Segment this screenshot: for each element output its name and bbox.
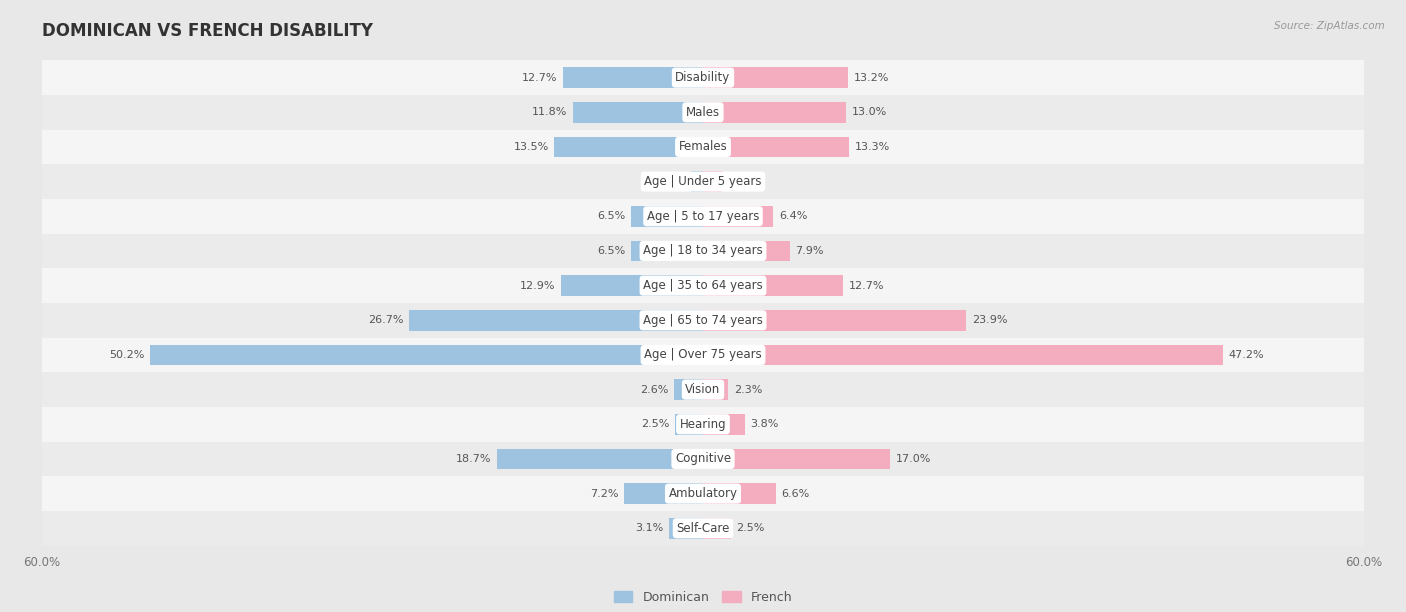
Text: Disability: Disability (675, 71, 731, 84)
Bar (554, 136, 703, 157)
Text: 13.5%: 13.5% (513, 142, 548, 152)
Bar (703, 136, 849, 157)
Text: 17.0%: 17.0% (896, 454, 931, 464)
Bar (498, 449, 703, 469)
Text: Age | 35 to 64 years: Age | 35 to 64 years (643, 279, 763, 292)
Text: 7.9%: 7.9% (796, 246, 824, 256)
Text: 13.3%: 13.3% (855, 142, 890, 152)
Bar (564, 67, 703, 88)
Bar (42, 234, 1364, 268)
Bar (703, 102, 846, 122)
Text: 18.7%: 18.7% (456, 454, 492, 464)
Bar (150, 345, 703, 365)
Bar (42, 268, 1364, 303)
Text: Vision: Vision (685, 383, 721, 396)
Text: Ambulatory: Ambulatory (668, 487, 738, 500)
Bar (42, 442, 1364, 476)
Text: 2.5%: 2.5% (641, 419, 669, 429)
Bar (409, 310, 703, 330)
Bar (690, 171, 703, 192)
Text: 47.2%: 47.2% (1229, 350, 1264, 360)
Text: 2.6%: 2.6% (641, 384, 669, 395)
Text: 7.2%: 7.2% (589, 488, 619, 499)
Bar (703, 67, 848, 88)
Text: Age | 5 to 17 years: Age | 5 to 17 years (647, 210, 759, 223)
Bar (703, 449, 890, 469)
Bar (703, 171, 721, 192)
Text: 1.7%: 1.7% (727, 177, 755, 187)
Bar (42, 60, 1364, 95)
Bar (703, 483, 776, 504)
Text: Hearing: Hearing (679, 418, 727, 431)
Text: 11.8%: 11.8% (531, 107, 568, 118)
Bar (675, 414, 703, 435)
Text: 23.9%: 23.9% (972, 315, 1007, 325)
Bar (703, 345, 1223, 365)
Text: 13.0%: 13.0% (852, 107, 887, 118)
Text: 6.4%: 6.4% (779, 211, 807, 222)
Bar (42, 476, 1364, 511)
Text: Age | Under 5 years: Age | Under 5 years (644, 175, 762, 188)
Bar (561, 275, 703, 296)
Bar (631, 241, 703, 261)
Text: 2.3%: 2.3% (734, 384, 762, 395)
Bar (703, 414, 745, 435)
Text: 12.9%: 12.9% (520, 281, 555, 291)
Bar (669, 518, 703, 539)
Bar (42, 95, 1364, 130)
Text: Self-Care: Self-Care (676, 522, 730, 535)
Text: 13.2%: 13.2% (853, 73, 889, 83)
Text: Males: Males (686, 106, 720, 119)
Text: Age | 65 to 74 years: Age | 65 to 74 years (643, 314, 763, 327)
Bar (703, 206, 773, 226)
Bar (703, 379, 728, 400)
Text: DOMINICAN VS FRENCH DISABILITY: DOMINICAN VS FRENCH DISABILITY (42, 21, 373, 40)
Bar (703, 518, 731, 539)
Text: Females: Females (679, 140, 727, 154)
Bar (42, 372, 1364, 407)
Text: 3.1%: 3.1% (636, 523, 664, 533)
Bar (42, 303, 1364, 338)
Bar (42, 130, 1364, 164)
Bar (42, 338, 1364, 372)
Bar (574, 102, 703, 122)
Bar (42, 164, 1364, 199)
Text: 12.7%: 12.7% (848, 281, 884, 291)
Text: Age | 18 to 34 years: Age | 18 to 34 years (643, 244, 763, 258)
Legend: Dominican, French: Dominican, French (609, 586, 797, 609)
Text: 1.1%: 1.1% (657, 177, 685, 187)
Bar (42, 199, 1364, 234)
Text: Cognitive: Cognitive (675, 452, 731, 466)
Text: 6.5%: 6.5% (598, 211, 626, 222)
Text: 6.5%: 6.5% (598, 246, 626, 256)
Bar (624, 483, 703, 504)
Text: 12.7%: 12.7% (522, 73, 558, 83)
Text: Source: ZipAtlas.com: Source: ZipAtlas.com (1274, 21, 1385, 31)
Bar (703, 241, 790, 261)
Bar (631, 206, 703, 226)
Bar (703, 310, 966, 330)
Bar (703, 275, 842, 296)
Text: 3.8%: 3.8% (751, 419, 779, 429)
Bar (42, 407, 1364, 442)
Text: 26.7%: 26.7% (368, 315, 404, 325)
Text: 6.6%: 6.6% (782, 488, 810, 499)
Text: Age | Over 75 years: Age | Over 75 years (644, 348, 762, 362)
Bar (675, 379, 703, 400)
Text: 2.5%: 2.5% (737, 523, 765, 533)
Bar (42, 511, 1364, 546)
Text: 50.2%: 50.2% (110, 350, 145, 360)
